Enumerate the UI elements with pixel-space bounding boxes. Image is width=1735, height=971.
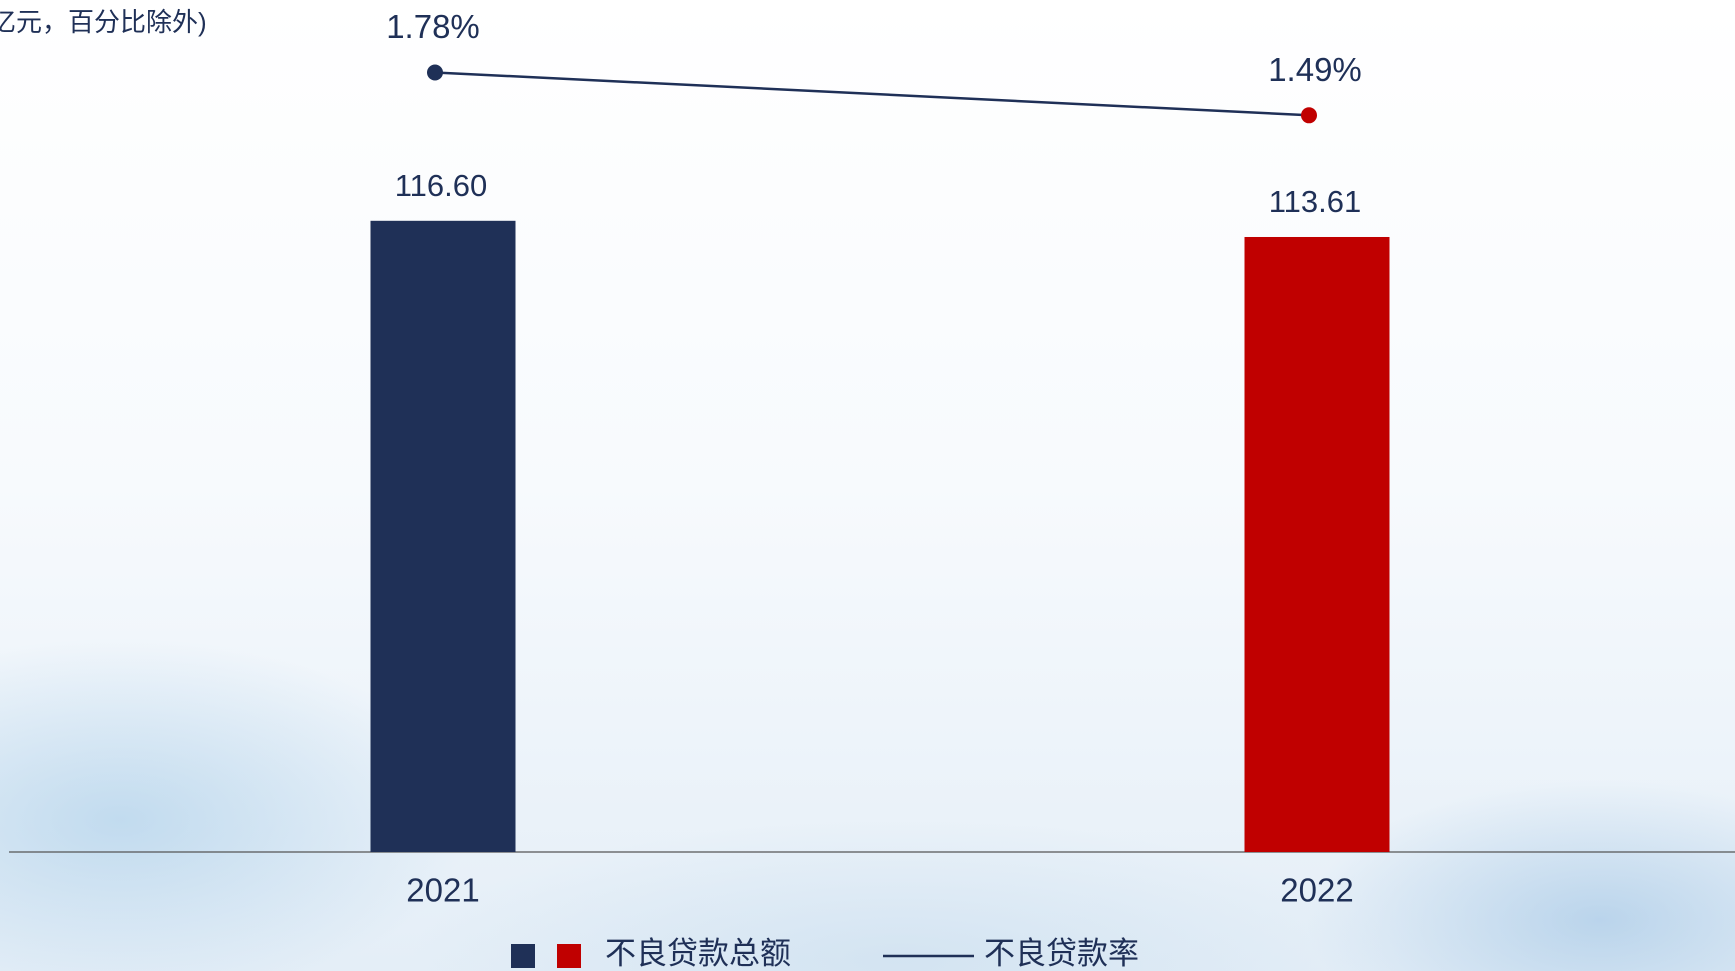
bar [1244, 236, 1390, 852]
chart-subtitle: 亿元，百分比除外) [0, 7, 207, 37]
data-label: 1.49% [1268, 51, 1362, 88]
legend-label: 不良贷款总额 [605, 936, 791, 971]
line-point [427, 64, 443, 81]
legend-swatch [557, 944, 581, 968]
data-label: 1.78% [386, 8, 480, 45]
data-label: 113.61 [1269, 184, 1362, 219]
x-tick-label: 2021 [406, 872, 479, 909]
line [434, 71, 1310, 117]
legend-swatch [511, 944, 535, 968]
bar [370, 220, 516, 853]
x-tick-label: 2022 [1280, 872, 1353, 909]
data-label: 116.60 [395, 168, 488, 203]
legend-label: 不良贷款率 [984, 936, 1139, 971]
line-point [1301, 107, 1317, 124]
